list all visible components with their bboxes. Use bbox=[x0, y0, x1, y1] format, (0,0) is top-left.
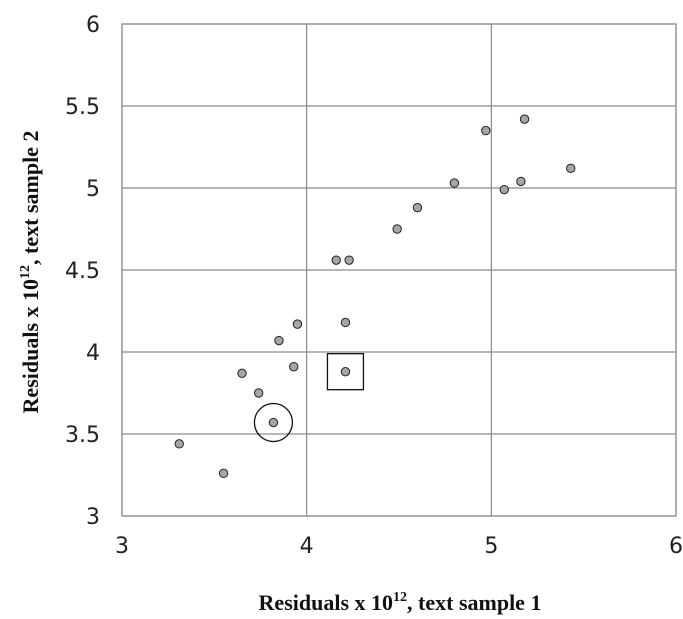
x-axis-label: Residuals x 1012, text sample 1 bbox=[259, 590, 542, 615]
x-axis-label-exponent: 12 bbox=[393, 590, 407, 605]
highlight-markers bbox=[253, 353, 365, 443]
data-point bbox=[218, 468, 229, 479]
y-axis-label: Residuals x 1012, text sample 2 bbox=[18, 131, 43, 414]
data-point bbox=[253, 388, 264, 398]
data-point bbox=[449, 178, 460, 188]
data-point bbox=[292, 319, 303, 329]
y-axis-label-exponent: 12 bbox=[18, 265, 33, 279]
x-tick-label: 4 bbox=[300, 534, 314, 559]
x-tick-labels: 3 4 5 6 bbox=[115, 534, 683, 559]
y-tick-label: 4.5 bbox=[65, 259, 100, 284]
data-point bbox=[331, 255, 341, 265]
y-tick-labels: 3 3.5 4 4.5 5 5.5 6 bbox=[65, 13, 100, 530]
y-tick-label: 5.5 bbox=[65, 95, 100, 120]
gridlines bbox=[121, 23, 677, 517]
highlight-square bbox=[326, 353, 365, 391]
data-point bbox=[174, 439, 184, 449]
y-tick-label: 6 bbox=[86, 13, 100, 38]
x-tick-label: 5 bbox=[484, 534, 498, 559]
x-axis-label-post: , text sample 1 bbox=[407, 590, 541, 615]
data-point bbox=[516, 176, 526, 187]
y-axis-label-post: , text sample 2 bbox=[18, 131, 43, 265]
data-point bbox=[392, 224, 402, 234]
data-point bbox=[481, 125, 491, 136]
highlight-circle bbox=[253, 402, 294, 443]
data-point bbox=[519, 114, 530, 124]
y-tick-label: 3.5 bbox=[65, 423, 100, 448]
data-point bbox=[340, 366, 351, 377]
x-tick-label: 3 bbox=[115, 534, 129, 559]
data-point bbox=[566, 163, 576, 174]
x-axis-label-pre: Residuals x 10 bbox=[259, 590, 393, 615]
x-tick-label: 6 bbox=[669, 534, 683, 559]
data-point bbox=[289, 362, 299, 372]
y-tick-label: 4 bbox=[86, 341, 100, 366]
data-point bbox=[340, 317, 351, 328]
data-point bbox=[499, 184, 509, 195]
y-tick-label: 3 bbox=[86, 505, 100, 530]
data-point bbox=[268, 417, 279, 428]
data-point bbox=[274, 335, 284, 346]
data-point bbox=[412, 202, 423, 213]
data-point bbox=[344, 255, 354, 265]
y-axis-label-pre: Residuals x 10 bbox=[18, 279, 43, 413]
data-point bbox=[237, 368, 247, 379]
plot-frame bbox=[121, 23, 677, 517]
data-points bbox=[174, 114, 576, 479]
y-tick-label: 5 bbox=[86, 177, 100, 202]
